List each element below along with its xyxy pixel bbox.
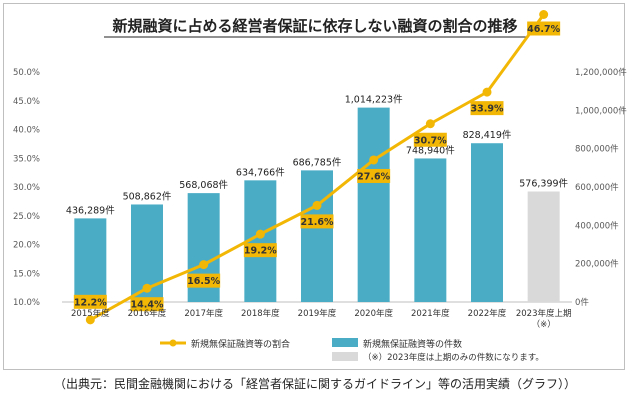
bar	[357, 107, 390, 302]
y-right-tick-label: 200,000件	[575, 259, 619, 270]
y-left-tick-label: 45.0%	[13, 97, 40, 107]
bar-value-label: 508,862件	[123, 190, 172, 202]
chart-title: 新規融資に占める経営者保証に依存しない融資の割合の推移	[112, 17, 517, 35]
bar-value-label: 1,014,223件	[345, 94, 403, 106]
ratio-label-badge	[300, 214, 334, 229]
legend-bar-label: 新規無保証融資等の件数	[363, 338, 462, 350]
x-tick-label: 2023年度上期	[516, 308, 572, 319]
ratio-label-badge	[187, 273, 221, 288]
x-tick-label: 2015年度	[71, 308, 110, 319]
ratio-label-badge	[73, 294, 107, 309]
x-tick-note: （※）	[532, 319, 556, 330]
source-caption: （出典元：民間金融機関における「経営者保証に関するガイドライン」等の活用実績（グ…	[53, 377, 576, 391]
ratio-label-badge	[470, 101, 504, 116]
y-left-tick-label: 30.0%	[13, 183, 40, 193]
ratio-point	[255, 229, 265, 239]
ratio-point	[142, 283, 152, 293]
y-left-tick-label: 20.0%	[13, 241, 40, 251]
y-left-tick-label: 10.0%	[13, 298, 40, 308]
x-tick-label: 2022年度	[468, 308, 507, 319]
ratio-label-badge	[130, 297, 164, 312]
x-tick-label: 2020年度	[354, 308, 393, 319]
y-right-tick-label: 600,000件	[575, 182, 619, 193]
bar-value-label: 436,289件	[66, 204, 115, 216]
bar-value-label: 568,068件	[179, 179, 228, 191]
ratio-value-label: 27.6%	[357, 171, 390, 182]
ratio-point	[85, 315, 95, 325]
y-left-tick-label: 15.0%	[13, 269, 40, 279]
ratio-value-label: 12.2%	[74, 297, 107, 308]
y-left-tick-label: 35.0%	[13, 154, 40, 164]
bar-value-label: 828,419件	[463, 129, 512, 141]
x-tick-label: 2021年度	[411, 308, 450, 319]
bar	[527, 191, 560, 302]
chart: 新規融資に占める経営者保証に依存しない融資の割合の推移 10.0% 15.0% 20…	[13, 10, 627, 363]
legend-line-label: 新規無保証融資等の割合	[191, 338, 290, 350]
bar	[414, 158, 447, 302]
y-left-tick-label: 40.0%	[13, 126, 40, 136]
bar-value-label: 748,940件	[406, 144, 455, 156]
x-tick-label: 2019年度	[298, 308, 337, 319]
y-right-tick-label: 1,000,000件	[575, 105, 627, 116]
ratio-value-label: 19.2%	[244, 246, 277, 257]
ratio-label-badge	[413, 132, 447, 147]
ratio-point	[369, 155, 379, 165]
ratio-point	[482, 87, 492, 97]
legend-bar-swatch	[332, 338, 358, 347]
bar-value-label: 576,399件	[519, 178, 568, 190]
ratio-value-label: 21.6%	[301, 217, 334, 228]
bar-value-label: 634,766件	[236, 166, 285, 178]
ratio-label-badge	[527, 21, 561, 36]
ratio-point	[539, 10, 549, 19]
ratio-value-label: 33.9%	[471, 104, 504, 115]
x-tick-label: 2016年度	[128, 308, 167, 319]
bar	[74, 218, 107, 302]
ratio-label-badge	[357, 168, 391, 183]
y-left-tick-label: 50.0%	[13, 68, 40, 78]
y-right-tick-label: 400,000件	[575, 220, 619, 231]
x-tick-label: 2018年度	[241, 308, 280, 319]
ratio-value-label: 30.7%	[414, 135, 447, 146]
ratio-point	[199, 260, 209, 270]
y-right-tick-label: 800,000件	[575, 144, 619, 155]
ratio-value-label: 16.5%	[187, 276, 220, 287]
bar	[471, 143, 503, 302]
ratio-label-badge	[243, 243, 277, 258]
ratio-point	[425, 119, 435, 129]
legend-line-marker	[169, 339, 177, 347]
bar	[301, 170, 333, 302]
y-left-tick-label: 25.0%	[13, 212, 40, 222]
y-right-tick-label: 0件	[575, 297, 589, 308]
y-right-tick-label: 1,200,000件	[575, 67, 627, 78]
ratio-value-label: 46.7%	[527, 24, 560, 35]
ratio-value-label: 14.4%	[131, 300, 164, 311]
legend-note-swatch	[332, 352, 358, 361]
x-tick-label: 2017年度	[184, 308, 223, 319]
legend-note-label: （※）2023年度は上期のみの件数になります。	[363, 352, 544, 363]
bar-value-label: 686,785件	[293, 156, 342, 168]
ratio-point	[312, 200, 322, 210]
legend: 新規無保証融資等の割合 新規無保証融資等の件数 （※）2023年度は上期のみの件…	[160, 338, 544, 363]
